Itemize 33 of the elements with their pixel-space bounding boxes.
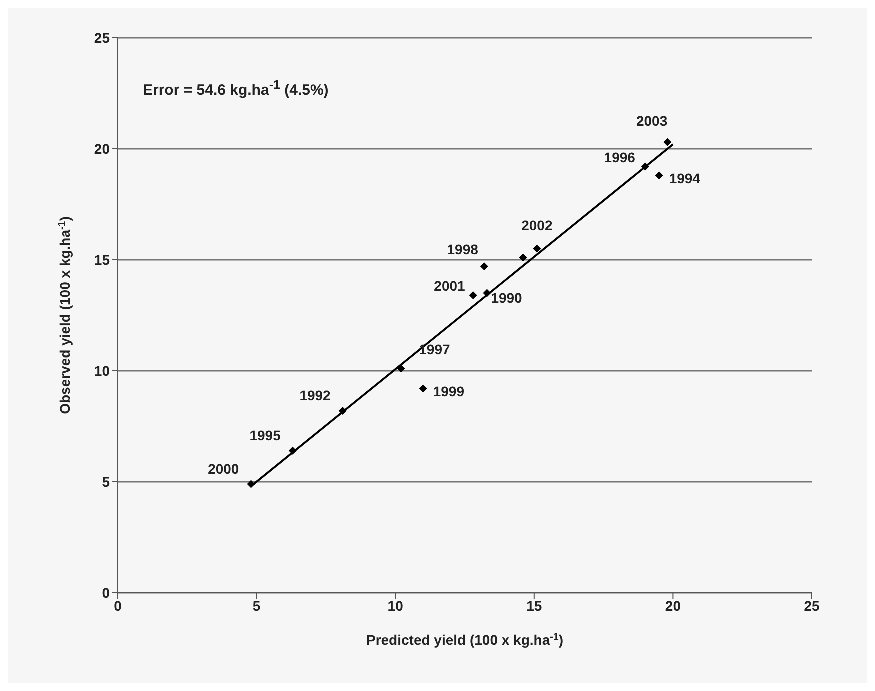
annotation: 2001: [434, 278, 466, 294]
y-tick-label: 25: [94, 30, 110, 46]
x-tick-label: 10: [388, 598, 404, 614]
point: [519, 254, 528, 262]
point: [664, 138, 672, 146]
annotation: 1998: [447, 241, 479, 258]
point: [480, 262, 488, 271]
annotation: 1999: [433, 383, 465, 400]
annotation: 1994: [669, 170, 701, 186]
annotation: 1992: [300, 388, 332, 404]
x-tick-label: 5: [252, 598, 261, 614]
x-tick-label: 25: [804, 598, 820, 614]
annotation: 1996: [604, 149, 636, 166]
x-tick-label: 20: [665, 598, 682, 614]
x-axis-title: Predicted yield (100 x kg.ha$^{-1}$): [366, 632, 564, 648]
annotation: 2003: [636, 113, 668, 130]
y-tick-label: 15: [94, 252, 110, 268]
annotation: 1997: [419, 341, 451, 358]
point: [533, 244, 542, 253]
annotation: Error = 54.6 kg.ha$^{-1}$ (4.5%): [143, 78, 329, 99]
annotation: 2002: [522, 218, 553, 234]
y-tick-label: 20: [94, 140, 110, 157]
x-tick-label: 15: [526, 598, 542, 614]
y-tick-label: 10: [94, 362, 110, 379]
point: [419, 384, 428, 393]
y-tick-label: 0: [102, 584, 110, 601]
x-tick-label: 0: [114, 598, 122, 614]
y-tick-label: 5: [102, 474, 110, 490]
point: [469, 292, 478, 300]
annotation: 2000: [208, 460, 240, 477]
point: [655, 172, 664, 180]
annotation: 1995: [250, 428, 282, 444]
annotation: 1990: [491, 290, 523, 306]
